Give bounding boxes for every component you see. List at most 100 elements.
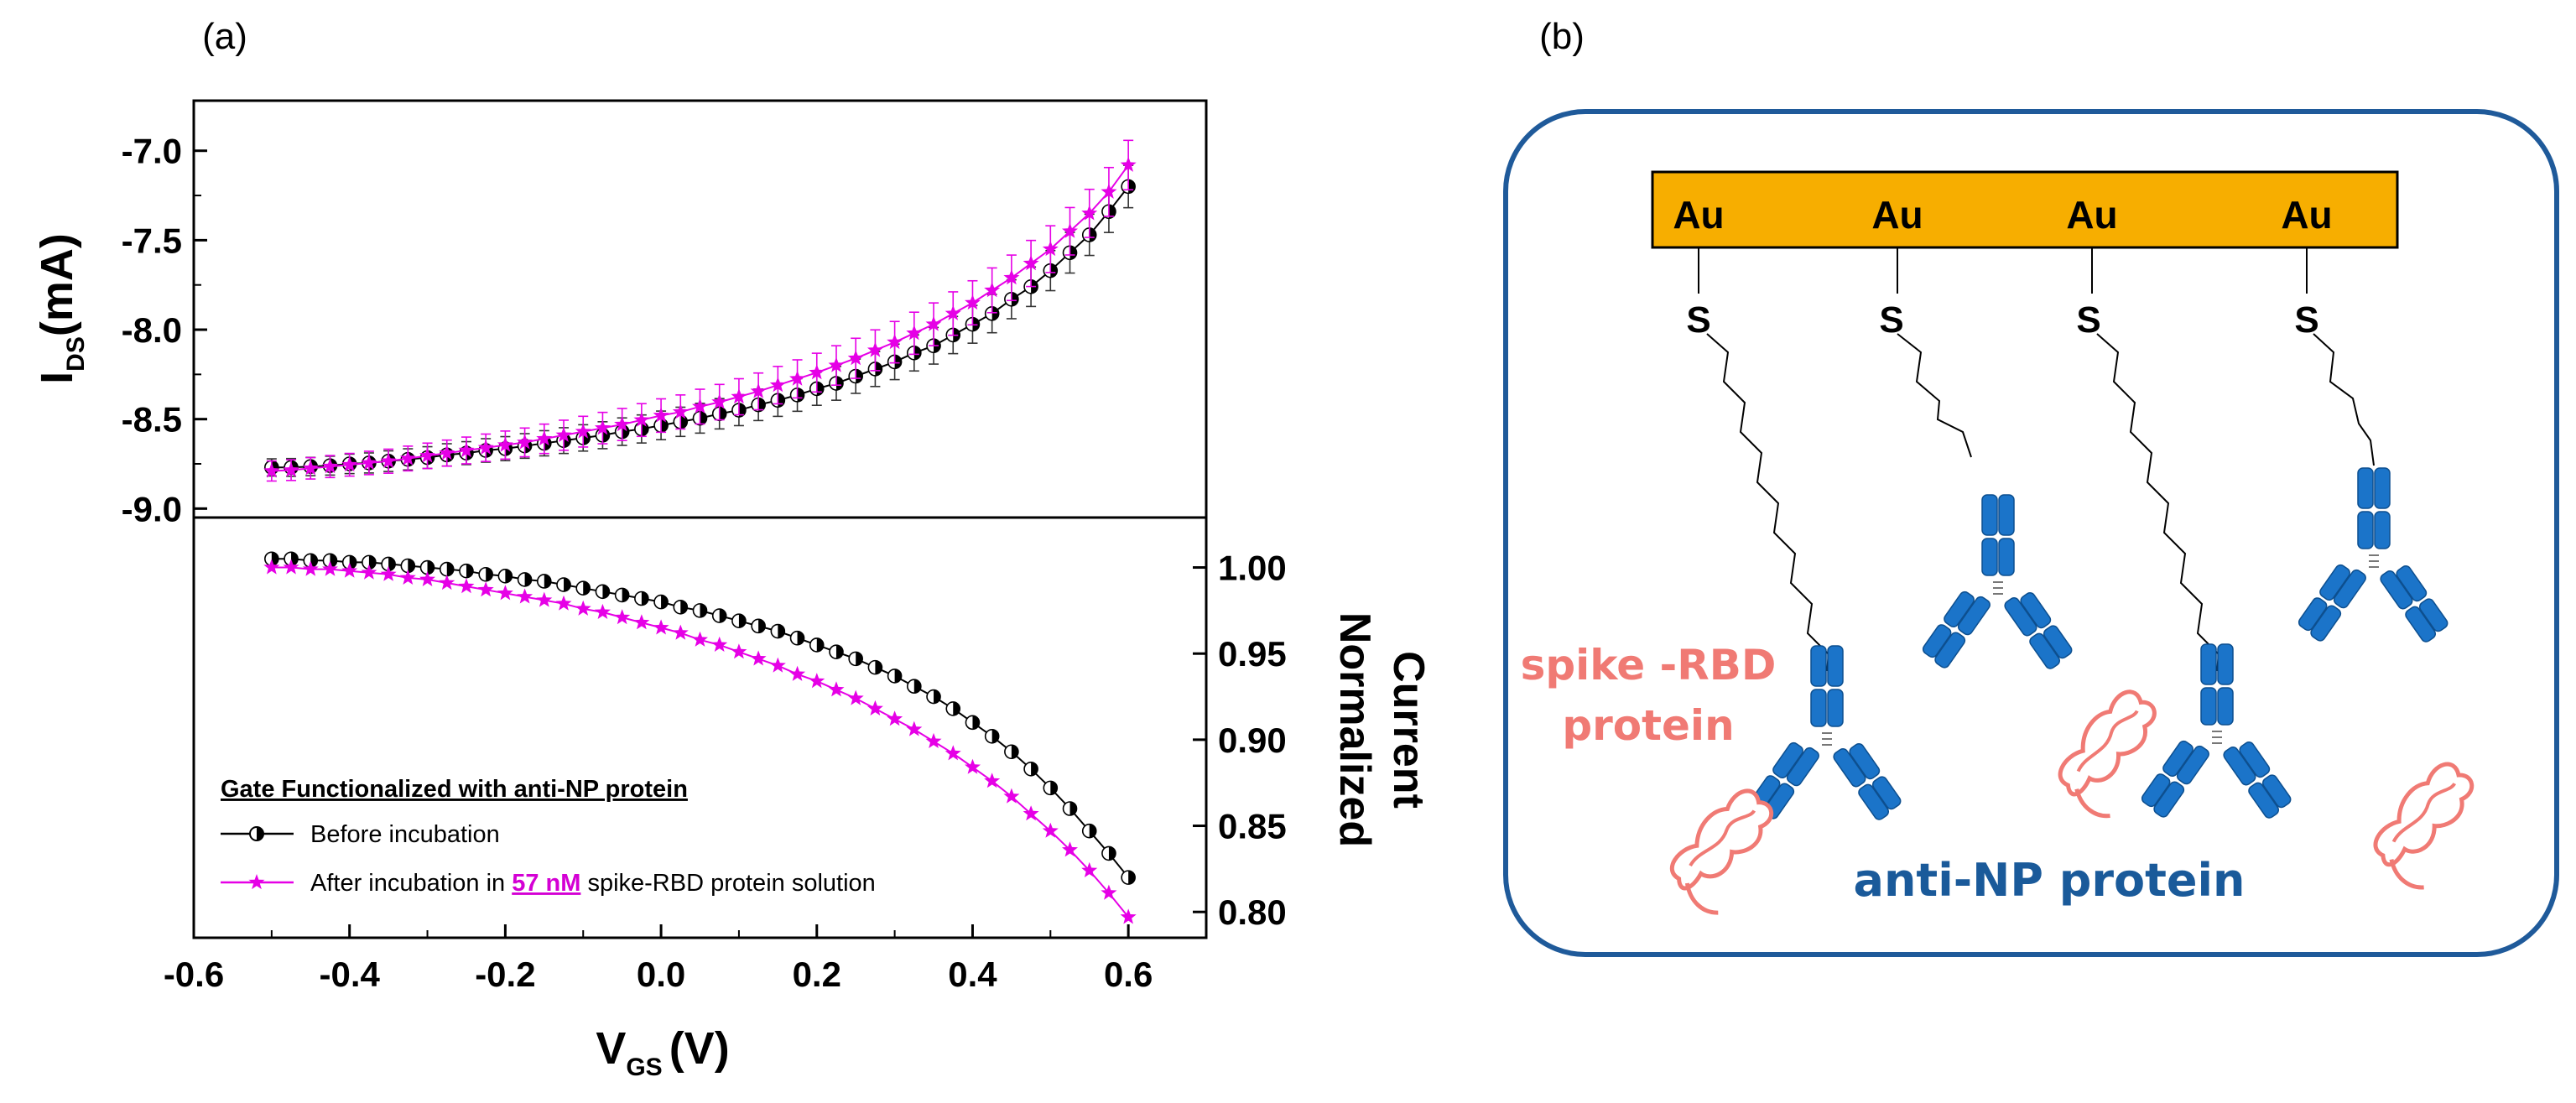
x-tick-label: -0.4: [320, 955, 381, 994]
bottom-point-after: [711, 636, 728, 652]
bottom-point-after: [828, 681, 845, 697]
panel-a-label: (a): [202, 16, 247, 57]
right-y-axis: 1.00 0.95 0.90 0.85 0.80: [1193, 549, 1287, 932]
top-point-after: [419, 447, 435, 463]
top-point-after: [399, 450, 416, 466]
antibody-fc-domain: [2357, 511, 2374, 549]
top-point-before: [984, 306, 1000, 321]
top-point-after: [302, 460, 319, 476]
top-point-after: [439, 445, 455, 460]
sulfur-label-4: S: [2294, 299, 2318, 341]
bottom-point-before: [945, 701, 961, 716]
schematic-frame: [1503, 109, 2559, 957]
bottom-point-before: [711, 608, 727, 623]
panel-b-label: (b): [1539, 16, 1585, 57]
antibody-fc-domain: [1998, 494, 2015, 536]
top-point-after: [517, 434, 533, 450]
bottom-point-before: [1062, 801, 1078, 816]
legend-marker-after: [248, 874, 265, 890]
bottom-point-after: [809, 673, 825, 689]
top-point-after: [1101, 183, 1117, 199]
antibody-1: [1751, 645, 1902, 820]
bottom-point-before: [1043, 780, 1059, 796]
bottom-point-after: [361, 564, 377, 580]
bottom-point-before: [770, 623, 786, 639]
top-y-tick-label: -8.5: [122, 400, 182, 440]
bottom-point-after: [653, 619, 669, 635]
bottom-point-before: [692, 603, 708, 618]
top-point-after: [711, 393, 728, 409]
right-y-tick-label: 0.80: [1218, 892, 1287, 932]
top-point-after: [594, 419, 611, 435]
bottom-point-after: [399, 569, 416, 585]
right-y-tick-label: 1.00: [1218, 549, 1287, 588]
legend-entry-before: Before incubation: [310, 821, 500, 848]
top-point-after: [672, 403, 689, 419]
top-point-after: [984, 282, 1001, 298]
spike-protein-1: [1669, 788, 1774, 915]
antibody-arm-left: [1922, 591, 1991, 669]
bottom-point-after: [614, 609, 631, 625]
x-tick-label: 0.4: [948, 955, 997, 994]
bottom-point-before: [634, 591, 649, 606]
bottom-point-after: [1101, 884, 1117, 900]
top-point-after: [731, 388, 747, 404]
top-point-after: [965, 294, 981, 310]
bottom-point-before: [303, 553, 319, 569]
spike-protein-2: [2058, 689, 2157, 819]
right-y-tick-label: 0.85: [1218, 807, 1287, 846]
bottom-point-before: [887, 669, 903, 684]
alkyl-chain-4: [2313, 333, 2375, 466]
gold-electrode: [1651, 170, 2399, 249]
top-point-after: [769, 377, 786, 393]
bottom-panel-frame: [192, 516, 1208, 939]
bottom-point-after: [925, 732, 942, 748]
antibody-fc-domain: [2217, 687, 2234, 726]
bottom-point-before: [926, 689, 941, 705]
bottom-point-before: [341, 554, 357, 570]
top-point-after: [633, 411, 650, 427]
x-tick-label: -0.6: [164, 955, 224, 994]
bottom-point-before: [575, 580, 591, 596]
sulfur-label-1: S: [1686, 299, 1710, 341]
bottom-point-after: [1120, 908, 1137, 924]
legend-marker-before: [249, 826, 264, 841]
bottom-point-after: [789, 665, 806, 681]
antibody-arm-right: [2223, 741, 2292, 819]
antibody-2: [1922, 494, 2073, 669]
bottom-point-before: [614, 587, 630, 603]
x-tick-label: 0.6: [1104, 955, 1153, 994]
legend-entry-after: After incubation in 57 nM spike-RBD prot…: [310, 870, 876, 897]
spike-label-line2: protein: [1562, 701, 1734, 750]
sulfur-label-3: S: [2076, 299, 2100, 341]
bottom-point-before: [751, 618, 766, 634]
panel-a-plot: -7.0 -7.5 -8.0 -8.5 -9.0 -0.6 -0.4 -0.2 0.0 0.2 0…: [32, 99, 1433, 1081]
bottom-point-before: [907, 679, 922, 695]
bottom-point-before: [848, 651, 863, 667]
top-y-axis-label: IDS(mA): [32, 233, 90, 384]
bottom-point-after: [458, 578, 475, 594]
top-y-tick-label: -9.0: [122, 489, 182, 528]
bottom-point-before: [809, 637, 825, 653]
bottom-point-after: [984, 773, 1001, 788]
bottom-point-after: [1062, 841, 1078, 857]
bottom-point-before: [731, 613, 747, 628]
spike-protein-shape: [2373, 762, 2475, 890]
bottom-point-before: [1121, 870, 1136, 885]
x-tick-label: 0.2: [793, 955, 841, 994]
bottom-point-before: [459, 563, 474, 579]
au-label-2: Au: [1871, 193, 1923, 237]
x-axis-label: VGS (V): [596, 1023, 729, 1081]
spike-protein-shape: [2058, 689, 2157, 819]
bottom-point-before: [517, 572, 533, 587]
x-tick-label: -0.2: [475, 955, 535, 994]
bottom-point-after: [536, 591, 553, 607]
au-label-4: Au: [2281, 193, 2332, 237]
top-point-after: [380, 452, 397, 468]
top-point-after: [263, 462, 280, 478]
bottom-point-after: [906, 721, 923, 736]
bottom-point-after: [594, 603, 611, 619]
top-point-after: [361, 454, 377, 470]
top-point-after: [1081, 205, 1098, 221]
